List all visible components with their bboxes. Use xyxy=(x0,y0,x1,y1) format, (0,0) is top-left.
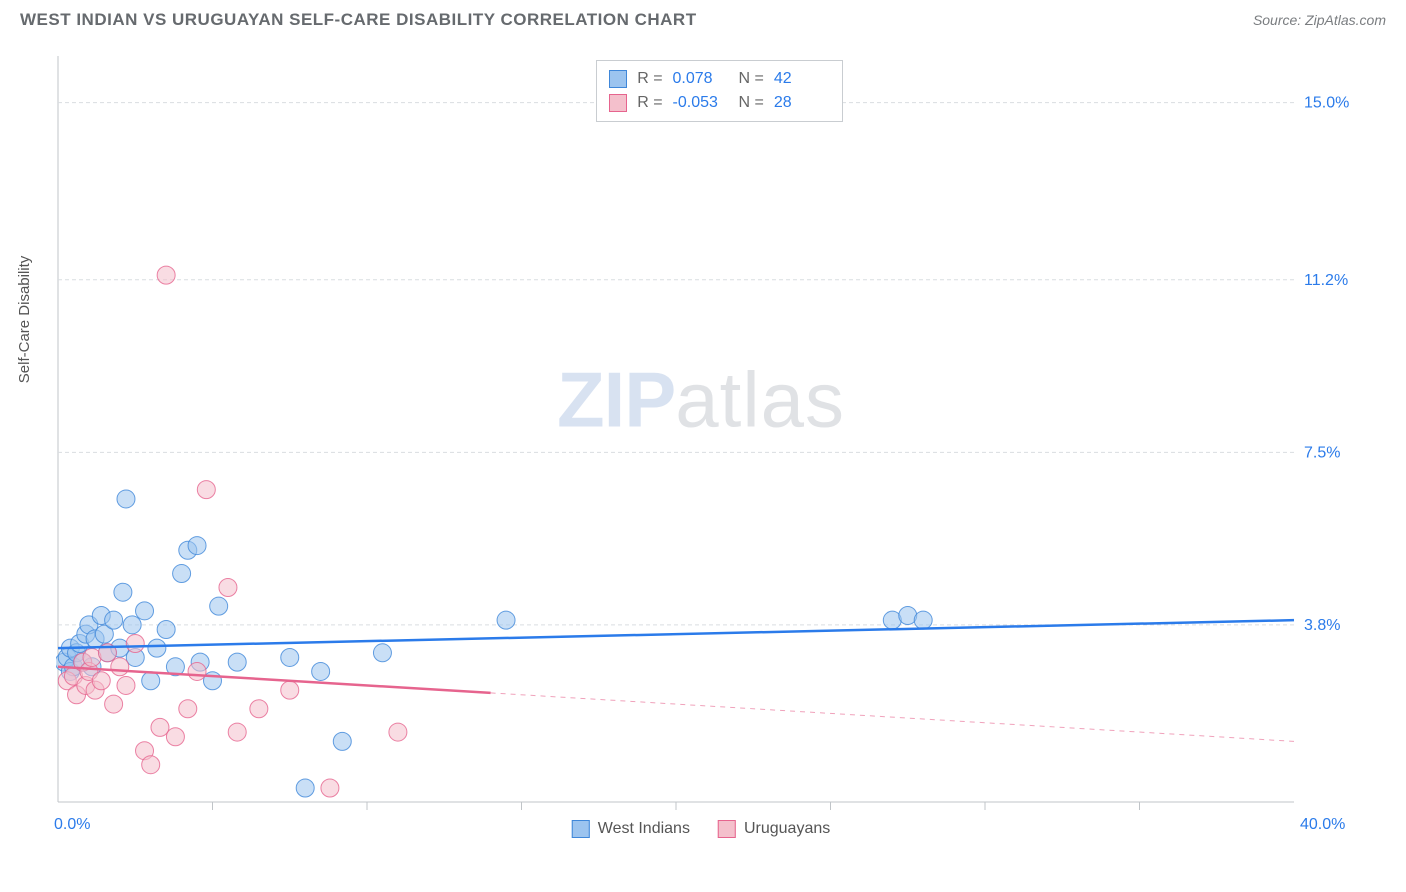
chart-title: WEST INDIAN VS URUGUAYAN SELF-CARE DISAB… xyxy=(20,10,697,30)
y-axis-label: Self-Care Disability xyxy=(16,256,33,384)
legend-label-0: West Indians xyxy=(598,820,690,838)
swatch-series-0 xyxy=(609,70,627,88)
r-value-0: 0.078 xyxy=(673,67,729,91)
stats-legend: R = 0.078 N = 42 R = -0.053 N = 28 xyxy=(596,60,843,122)
source-attribution: Source: ZipAtlas.com xyxy=(1253,12,1386,28)
x-axis-min-label: 0.0% xyxy=(54,816,90,834)
x-axis-max-label: 40.0% xyxy=(1300,816,1345,834)
svg-text:3.8%: 3.8% xyxy=(1304,617,1340,634)
r-value-1: -0.053 xyxy=(673,91,729,115)
n-value-0: 42 xyxy=(774,67,830,91)
stats-row-series-1: R = -0.053 N = 28 xyxy=(609,91,830,115)
series-legend: West Indians Uruguayans xyxy=(572,820,830,838)
swatch-series-0 xyxy=(572,820,590,838)
svg-text:7.5%: 7.5% xyxy=(1304,444,1340,461)
svg-text:11.2%: 11.2% xyxy=(1304,272,1348,289)
scatter-plot: 3.8% 7.5% 11.2% 15.0% xyxy=(56,52,1356,842)
swatch-series-1 xyxy=(609,94,627,112)
swatch-series-1 xyxy=(718,820,736,838)
r-label: R = xyxy=(637,91,662,115)
stats-row-series-0: R = 0.078 N = 42 xyxy=(609,67,830,91)
legend-item-0: West Indians xyxy=(572,820,690,838)
legend-item-1: Uruguayans xyxy=(718,820,830,838)
chart-area: Self-Care Disability ZIPatlas 3.8%7.5%11… xyxy=(46,52,1356,842)
r-label: R = xyxy=(637,67,662,91)
svg-text:15.0%: 15.0% xyxy=(1304,95,1349,112)
legend-label-1: Uruguayans xyxy=(744,820,830,838)
n-label: N = xyxy=(739,91,764,115)
n-value-1: 28 xyxy=(774,91,830,115)
n-label: N = xyxy=(739,67,764,91)
